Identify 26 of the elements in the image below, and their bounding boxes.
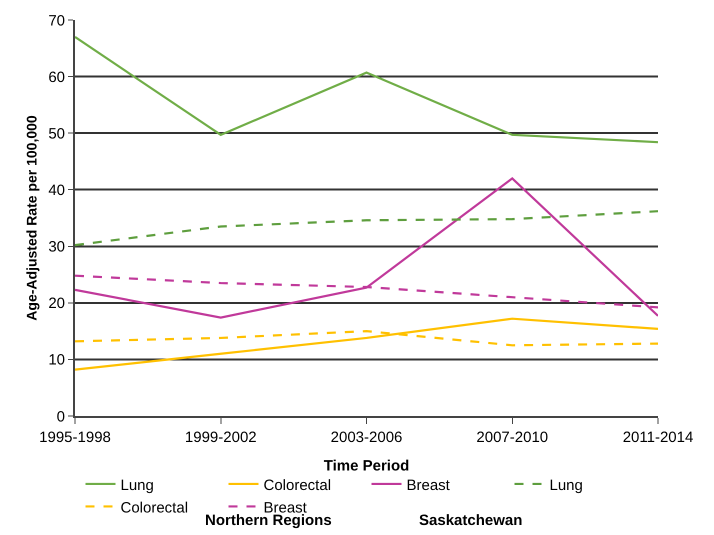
line-series [75,177,658,319]
x-tick-label: 2007-2010 [476,429,548,446]
x-tick-label: 1999-2002 [184,429,257,446]
x-tick-label: 1995-1998 [39,429,111,446]
legend-label: Colorectal [120,499,188,516]
legend-label: Colorectal [264,476,332,494]
y-tick-label: 10 [48,352,65,369]
y-tick-label: 20 [48,295,65,312]
y-tick-label: 50 [48,125,65,142]
y-tick-label: 40 [48,182,65,199]
line-series [75,318,658,371]
y-tick-label: 0 [56,408,65,426]
y-axis-title: Age-Adjusted Rate per 100,000 [23,115,40,321]
x-axis-title: Time Period [324,458,410,474]
legend-label: Lung [550,476,583,494]
line-series [75,210,658,246]
line-series [75,36,658,144]
text: Saskatchewan [419,512,522,529]
y-tick-label: 60 [48,68,65,86]
legend-label: Breast [406,476,451,494]
text: Northern Regions [205,512,332,529]
y-tick-label: 70 [48,12,65,30]
y-tick-label: 30 [48,238,65,256]
x-tick-label: 2011-2014 [622,429,694,446]
x-tick-label: 2003-2006 [330,429,402,446]
legend-label: Lung [120,476,154,494]
